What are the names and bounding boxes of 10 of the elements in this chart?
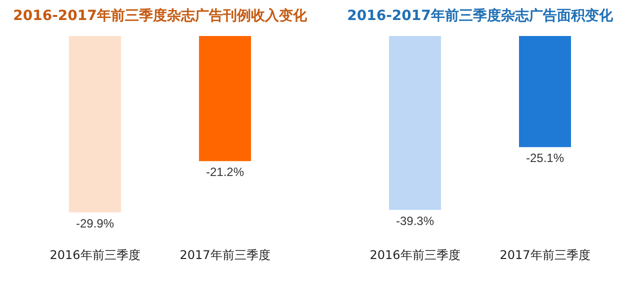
x-tick-label: 2017年前三季度: [180, 248, 270, 262]
data-label: -39.3%: [396, 214, 434, 228]
data-label: -21.2%: [206, 165, 244, 180]
chart-title: 2016-2017年前三季度杂志广告面积变化: [347, 7, 614, 24]
x-tick-label: 2016年前三季度: [370, 248, 460, 262]
chart-title: 2016-2017年前三季度杂志广告刊例收入变化: [13, 7, 308, 24]
x-tick-label: 2017年前三季度: [500, 248, 590, 262]
x-tick-label: 2016年前三季度: [50, 248, 140, 262]
data-label: -25.1%: [526, 151, 564, 166]
data-label: -29.9%: [76, 216, 114, 230]
